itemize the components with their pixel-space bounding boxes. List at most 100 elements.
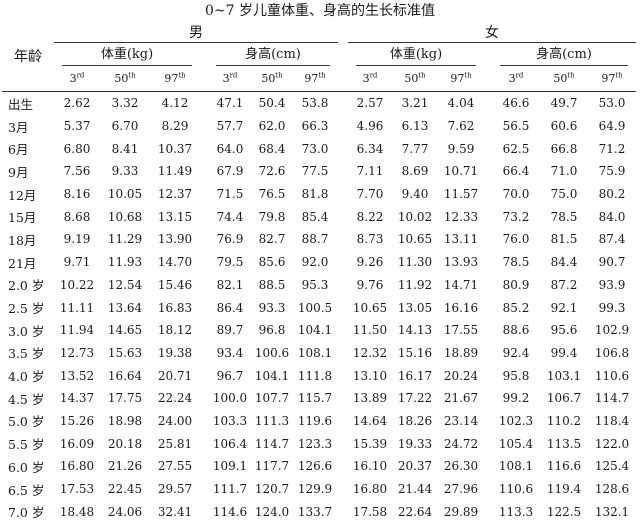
- male-height-p3-cell: 71.5: [216, 187, 244, 202]
- female-height-p50-cell: 60.6: [550, 119, 578, 134]
- female-height-p50-cell: 119.4: [546, 482, 582, 497]
- female-height-p50-cell: 78.5: [550, 209, 578, 224]
- male-weight-p50-cell: 13.64: [107, 300, 143, 315]
- male-height-p97-cell: 111.8: [297, 368, 333, 383]
- age-cell: 3.5 岁: [8, 346, 45, 362]
- female-weight-p3-cell: 15.39: [352, 436, 388, 451]
- age-cell: 21月: [8, 255, 37, 271]
- female-height-p97-cell: 122.0: [594, 436, 630, 451]
- male-weight-p3-cell: 9.71: [63, 255, 91, 270]
- male-weight-p97-cell: 25.81: [157, 436, 193, 451]
- male-height-p97-cell: 88.7: [301, 232, 329, 247]
- male-height-p3-cell: 86.4: [216, 300, 244, 315]
- female-height-p97-cell: 110.6: [594, 368, 630, 383]
- male-weight-p50-cell: 11.93: [107, 255, 143, 270]
- table-row: 5.5 岁 16.09 20.18 25.81 106.4 114.7 123.…: [2, 432, 636, 455]
- male-weight-p97-cell: 4.12: [161, 96, 189, 111]
- age-cell: 2.0 岁: [8, 278, 45, 294]
- age-cell: 18月: [8, 232, 37, 248]
- female-height-p50-cell: 99.4: [550, 345, 578, 360]
- male-height-p3-cell: 76.9: [216, 232, 244, 247]
- male-weight-p97-cell: 19.38: [157, 345, 193, 360]
- female-weight-p50-cell: 10.65: [397, 232, 433, 247]
- male-weight-p50-cell: 11.29: [107, 232, 143, 247]
- m-h-p3-header: 3rd: [208, 66, 252, 92]
- male-weight-p97-cell: 13.15: [157, 209, 193, 224]
- female-weight-p50-cell: 21.44: [397, 482, 433, 497]
- female-height-p97-cell: 132.1: [594, 504, 630, 519]
- male-weight-p50-cell: 18.98: [107, 413, 143, 428]
- male-height-header: 身高(cm): [208, 43, 338, 67]
- male-height-p3-cell: 96.7: [216, 368, 244, 383]
- male-height-p50-cell: 104.1: [254, 368, 290, 383]
- table-row: 6月 6.80 8.41 10.37 64.0 68.4 73.0 6.34 7…: [2, 137, 636, 160]
- female-weight-p50-cell: 6.13: [401, 119, 429, 134]
- female-weight-p97-cell: 9.59: [447, 141, 475, 156]
- male-height-p50-cell: 85.6: [258, 255, 286, 270]
- male-weight-p3-cell: 18.48: [59, 504, 95, 519]
- female-weight-p97-cell: 18.89: [443, 345, 479, 360]
- male-height-p97-cell: 92.0: [301, 255, 329, 270]
- female-weight-p50-cell: 7.77: [401, 141, 429, 156]
- male-weight-p97-cell: 14.70: [157, 255, 193, 270]
- male-weight-p97-cell: 27.55: [157, 459, 193, 474]
- female-weight-p3-cell: 7.11: [356, 164, 384, 179]
- male-weight-p97-cell: 20.71: [157, 368, 193, 383]
- female-weight-p50-cell: 11.30: [397, 255, 433, 270]
- female-height-p50-cell: 113.5: [546, 436, 582, 451]
- female-height-p3-cell: 76.0: [502, 232, 530, 247]
- male-height-p50-cell: 68.4: [258, 141, 286, 156]
- female-weight-p50-cell: 3.21: [401, 96, 429, 111]
- female-weight-p50-cell: 19.33: [397, 436, 433, 451]
- male-height-p97-cell: 100.5: [297, 300, 333, 315]
- m-h-p97-header: 97th: [292, 66, 338, 92]
- female-height-p3-cell: 80.9: [502, 277, 530, 292]
- female-weight-header: 体重(kg): [348, 43, 484, 67]
- female-weight-p97-cell: 23.14: [443, 413, 479, 428]
- age-cell: 3月: [8, 119, 29, 135]
- female-height-p3-cell: 105.4: [498, 436, 534, 451]
- female-weight-p97-cell: 16.16: [443, 300, 479, 315]
- female-weight-p50-cell: 9.40: [401, 187, 429, 202]
- male-height-p3-cell: 47.1: [216, 96, 244, 111]
- male-height-p97-cell: 133.7: [297, 504, 333, 519]
- table-row: 9月 7.56 9.33 11.49 67.9 72.6 77.5 7.11 8…: [2, 160, 636, 183]
- male-weight-p50-cell: 3.32: [111, 96, 139, 111]
- table-row: 12月 8.16 10.05 12.37 71.5 76.5 81.8 7.70…: [2, 183, 636, 206]
- female-weight-p97-cell: 11.57: [443, 187, 479, 202]
- female-weight-p50-cell: 13.05: [397, 300, 433, 315]
- male-weight-p3-cell: 8.68: [63, 209, 91, 224]
- female-height-p3-cell: 88.6: [502, 323, 530, 338]
- male-height-p3-cell: 100.0: [212, 391, 248, 406]
- female-weight-p3-cell: 9.76: [356, 277, 384, 292]
- female-weight-p97-cell: 27.96: [443, 482, 479, 497]
- female-height-p50-cell: 75.0: [550, 187, 578, 202]
- age-cell: 6月: [8, 142, 29, 158]
- female-height-p50-cell: 87.2: [550, 277, 578, 292]
- female-weight-p97-cell: 12.33: [443, 209, 479, 224]
- female-weight-p50-cell: 22.64: [397, 504, 433, 519]
- female-height-p50-cell: 103.1: [546, 368, 582, 383]
- female-weight-p97-cell: 7.62: [447, 119, 475, 134]
- female-weight-p97-cell: 10.71: [443, 164, 479, 179]
- male-height-p3-cell: 93.4: [216, 345, 244, 360]
- age-cell: 15月: [8, 210, 37, 226]
- table-row: 6.0 岁 16.80 21.26 27.55 109.1 117.7 126.…: [2, 455, 636, 478]
- age-cell: 2.5 岁: [8, 301, 45, 317]
- male-height-p97-cell: 77.5: [301, 164, 329, 179]
- male-weight-p50-cell: 14.65: [107, 323, 143, 338]
- m-w-p97-header: 97th: [150, 66, 200, 92]
- female-weight-p50-cell: 17.22: [397, 391, 433, 406]
- male-weight-p3-cell: 16.09: [59, 436, 95, 451]
- female-weight-p50-cell: 18.26: [397, 413, 433, 428]
- male-height-p97-cell: 73.0: [301, 141, 329, 156]
- female-height-p97-cell: 75.9: [598, 164, 626, 179]
- age-cell: 5.5 岁: [8, 437, 45, 453]
- male-header: 男: [54, 21, 338, 43]
- female-height-p97-cell: 90.7: [598, 255, 626, 270]
- male-height-p50-cell: 88.5: [258, 277, 286, 292]
- age-cell: 7.0 岁: [8, 505, 45, 521]
- male-height-p50-cell: 100.6: [254, 345, 290, 360]
- male-weight-p97-cell: 12.37: [157, 187, 193, 202]
- male-weight-p3-cell: 5.37: [63, 119, 91, 134]
